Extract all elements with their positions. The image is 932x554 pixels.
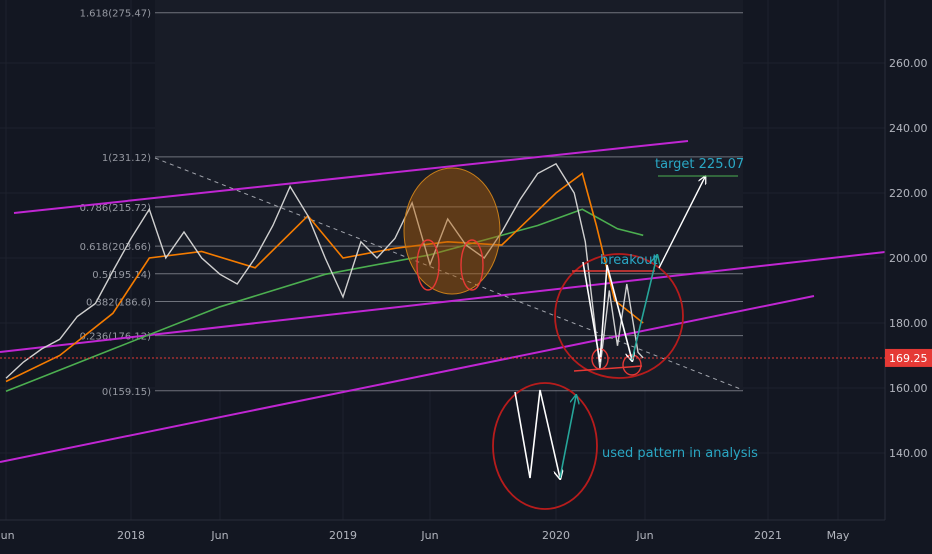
fib-level-label: 0.786(215.72): [80, 203, 152, 214]
fib-level-label: 0.236(176.12): [80, 332, 152, 343]
fib-zone: [155, 0, 743, 390]
x-tick-label: May: [827, 529, 850, 542]
x-tick-label: Jun: [420, 529, 438, 542]
pattern-example-circle: [492, 382, 598, 510]
fib-level-label: 1(231.12): [102, 153, 151, 164]
x-tick-label: 2020: [542, 529, 570, 542]
series-line-price: [5, 162, 644, 379]
fib-level-label: 1.618(275.47): [80, 9, 152, 20]
y-tick-label: 180.00: [889, 317, 928, 330]
series-line-ma-short: [5, 172, 644, 383]
x-tick-label: Jun: [635, 529, 653, 542]
price-scale-bg: [885, 0, 932, 550]
x-tick-label: Jun: [0, 529, 15, 542]
x-tick-label: 2019: [329, 529, 357, 542]
fib-level-label: 0.618(203.66): [80, 242, 152, 253]
x-tick-label: 2021: [754, 529, 782, 542]
time-scale-bg: [0, 520, 932, 550]
small-circle: [416, 239, 440, 291]
fib-retracement: 1.618(275.47) 1(231.12) 0.786(215.72) 0.618…: [80, 9, 743, 398]
time-axis[interactable]: Jun 2018 Jun 2019 Jun 2020 Jun 2021 May: [0, 529, 850, 542]
breakout-arrow: [631, 256, 657, 361]
annotations: target 225.07 breakout used pattern in ana…: [600, 157, 758, 461]
target-arrow: [658, 177, 705, 269]
support-line: [573, 365, 643, 372]
example-up-arrow: [559, 396, 576, 479]
breakout-label: breakout: [600, 253, 658, 268]
w-pattern-arrow: [582, 261, 632, 362]
x-tick-label: 2018: [117, 529, 145, 542]
x-tick-label: Jun: [210, 529, 228, 542]
series-line-ma-long: [5, 208, 644, 393]
pattern-note: used pattern in analysis: [602, 446, 758, 461]
target-label: target 225.07: [655, 157, 744, 172]
y-tick-label: 140.00: [889, 447, 928, 460]
fib-level-label: 0.5(195.14): [92, 270, 151, 281]
y-tick-label: 160.00: [889, 382, 928, 395]
y-tick-label: 200.00: [889, 252, 928, 265]
y-tick-label: 220.00: [889, 187, 928, 200]
lower-trend-line: [0, 295, 815, 463]
y-tick-label: 260.00: [889, 57, 928, 70]
fib-level-label: 0(159.15): [102, 387, 151, 398]
price-series: [5, 162, 644, 393]
diagonal-dashed-line: [154, 157, 744, 391]
last-price: 169.25: [0, 348, 932, 367]
example-w-arrow: [514, 389, 560, 478]
price-axis[interactable]: 140.00 160.00 180.00 200.00 220.00 240.00 260.…: [889, 57, 928, 460]
fib-level-label: 0.382(186.6): [86, 298, 151, 309]
last-price-label: 169.25: [889, 352, 928, 365]
w-pattern-circle: [554, 253, 684, 379]
highlight-ellipse: [403, 167, 501, 295]
channel-top-line: [13, 140, 689, 214]
last-price-badge: [885, 348, 932, 367]
small-circle: [460, 239, 484, 291]
pattern-overlays: [403, 167, 738, 510]
y-tick-label: 240.00: [889, 122, 928, 135]
